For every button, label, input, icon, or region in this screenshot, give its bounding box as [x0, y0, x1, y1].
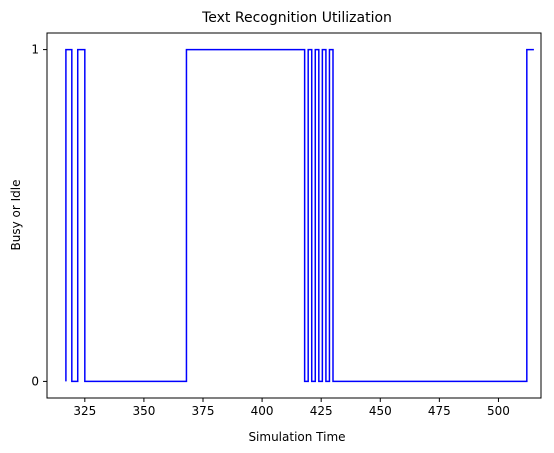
y-axis-label: Busy or Idle: [9, 180, 23, 251]
chart-title: Text Recognition Utilization: [201, 10, 392, 26]
plot-area: [65, 48, 534, 383]
y-axis: 01: [31, 43, 47, 388]
x-tick-label: 400: [251, 404, 274, 418]
series-line-0: [65, 48, 534, 383]
y-tick-label: 0: [31, 374, 39, 388]
y-tick-label: 1: [31, 43, 39, 57]
axes-frame: [46, 32, 542, 399]
x-tick-label: 475: [428, 404, 451, 418]
x-tick-label: 375: [192, 404, 215, 418]
x-axis: 325 350 375 400 425 450 475 500: [73, 398, 510, 418]
x-tick-label: 325: [73, 404, 96, 418]
x-tick-label: 350: [132, 404, 155, 418]
x-axis-label: Simulation Time: [248, 430, 345, 444]
x-tick-label: 425: [310, 404, 333, 418]
x-tick-label: 450: [369, 404, 392, 418]
x-tick-label: 500: [487, 404, 510, 418]
